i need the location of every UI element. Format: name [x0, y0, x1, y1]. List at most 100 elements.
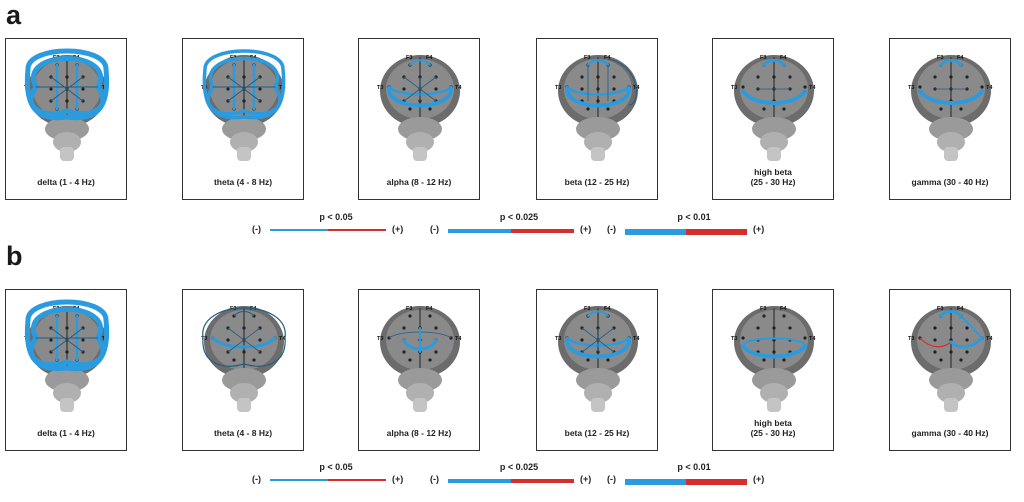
connection-line	[742, 337, 806, 347]
band-label-line1: delta (1 - 4 Hz)	[37, 177, 95, 187]
band-label: alpha (8 - 12 Hz)	[359, 177, 479, 187]
connection-line	[762, 59, 786, 67]
legend-bar	[625, 229, 747, 235]
connection-line	[31, 307, 103, 341]
electrode-dot	[933, 326, 937, 330]
electrode-label-t4: T4	[455, 85, 462, 91]
electrode-dot	[226, 338, 230, 342]
legend-positive-label: (+)	[753, 224, 765, 234]
electrode-dot	[965, 338, 969, 342]
electrode-dot	[965, 75, 969, 79]
electrode-dot	[741, 85, 745, 89]
legend-positive-label: (+)	[392, 224, 404, 234]
electrode-label-t3: T3	[555, 336, 561, 342]
band-label: theta (4 - 8 Hz)	[183, 428, 303, 438]
legend-p-value: p < 0.01	[677, 212, 711, 222]
electrode-dot	[788, 75, 792, 79]
legend-positive-segment	[328, 229, 386, 231]
electrode-dot	[402, 350, 406, 354]
legend-positive-segment	[686, 479, 747, 485]
legend-p-value: p < 0.025	[499, 462, 539, 472]
electrode-label-t3: T3	[731, 336, 737, 342]
electrode-dot	[933, 350, 937, 354]
connection-line	[741, 344, 807, 359]
electrode-dot	[242, 350, 246, 354]
electrode-label-f3: F3	[937, 306, 943, 312]
band-label-line1: theta (4 - 8 Hz)	[213, 177, 273, 187]
electrode-dot	[762, 314, 766, 318]
electrode-dot	[918, 85, 922, 89]
electrode-label-t4: T4	[986, 336, 993, 342]
electrode-label-t3: T3	[201, 336, 207, 342]
electrode-dot	[959, 107, 963, 111]
electrode-dot	[434, 350, 438, 354]
legend-positive-segment	[511, 479, 574, 483]
connection-line	[387, 87, 453, 108]
band-label: delta (1 - 4 Hz)	[6, 428, 126, 438]
band-label: beta (12 - 25 Hz)	[537, 177, 657, 187]
legend-negative-label: (-)	[607, 474, 616, 484]
legend-negative-label: (-)	[607, 224, 616, 234]
connection-line	[211, 336, 277, 349]
electrode-label-f3: F3	[406, 306, 412, 312]
electrode-label-f4: F4	[426, 306, 433, 312]
electrode-dot	[788, 326, 792, 330]
legend-positive-segment	[686, 229, 747, 235]
electrode-label-t4: T4	[455, 336, 462, 342]
electrode-dot	[959, 358, 963, 362]
panel-label-a: a	[6, 0, 22, 30]
electrode-dot	[428, 358, 432, 362]
electrode-dot	[252, 358, 256, 362]
electrode-label-t3: T3	[908, 85, 914, 91]
electrode-dot	[772, 75, 776, 79]
electrode-dot	[428, 314, 432, 318]
band-label-line1: beta (12 - 25 Hz)	[564, 428, 630, 438]
legend-negative-segment	[270, 229, 328, 231]
electrode-dot	[756, 75, 760, 79]
legend-item: p < 0.05 (-) (+)	[252, 462, 420, 486]
electrode-label-f3: F3	[584, 55, 590, 61]
legend-positive-label: (+)	[580, 474, 592, 484]
brain-map-delta: F3 F4 T3 T4 delta (1 - 4 Hz)	[5, 38, 127, 200]
electrode-dot	[596, 75, 600, 79]
connection-line	[919, 337, 952, 348]
band-label: beta (12 - 25 Hz)	[537, 428, 657, 438]
brain-map-beta: F3 F4 T3 T4 beta (12 - 25 Hz)	[536, 38, 658, 200]
connection-line	[565, 338, 631, 359]
electrode-dot	[756, 326, 760, 330]
electrode-label-f4: F4	[957, 306, 964, 312]
legend-positive-segment	[511, 229, 574, 233]
electrode-label-t3: T3	[377, 336, 383, 342]
connection-line	[939, 310, 963, 318]
connection-line	[208, 56, 280, 89]
electrode-label-t4: T4	[986, 85, 993, 91]
electrode-dot	[65, 326, 69, 330]
electrode-dot	[965, 350, 969, 354]
electrode-dot	[939, 358, 943, 362]
brain-map-gamma: F3 F4 T3 T4 gamma (30 - 40 Hz)	[889, 38, 1011, 200]
electrode-dot	[612, 338, 616, 342]
connection-line	[587, 310, 609, 317]
connection-line	[409, 59, 431, 66]
electrode-label-f4: F4	[426, 55, 433, 61]
electrode-label-f4: F4	[780, 306, 787, 312]
electrode-dot	[232, 358, 236, 362]
electrode-label-t4: T4	[633, 336, 640, 342]
electrode-label-t3: T3	[731, 85, 737, 91]
brain-map-high-beta: F3 F4 T3 T4 high beta (25 - 30 Hz)	[712, 38, 834, 200]
electrode-dot	[741, 336, 745, 340]
electrode-dot	[408, 107, 412, 111]
connection-line	[50, 76, 84, 102]
electrode-label-f3: F3	[937, 55, 943, 61]
electrode-label-f4: F4	[604, 55, 611, 61]
connection-line	[565, 87, 631, 108]
electrode-dot	[65, 99, 69, 103]
band-label-line2: (25 - 30 Hz)	[750, 177, 796, 187]
electrode-label-t4: T4	[633, 85, 640, 91]
